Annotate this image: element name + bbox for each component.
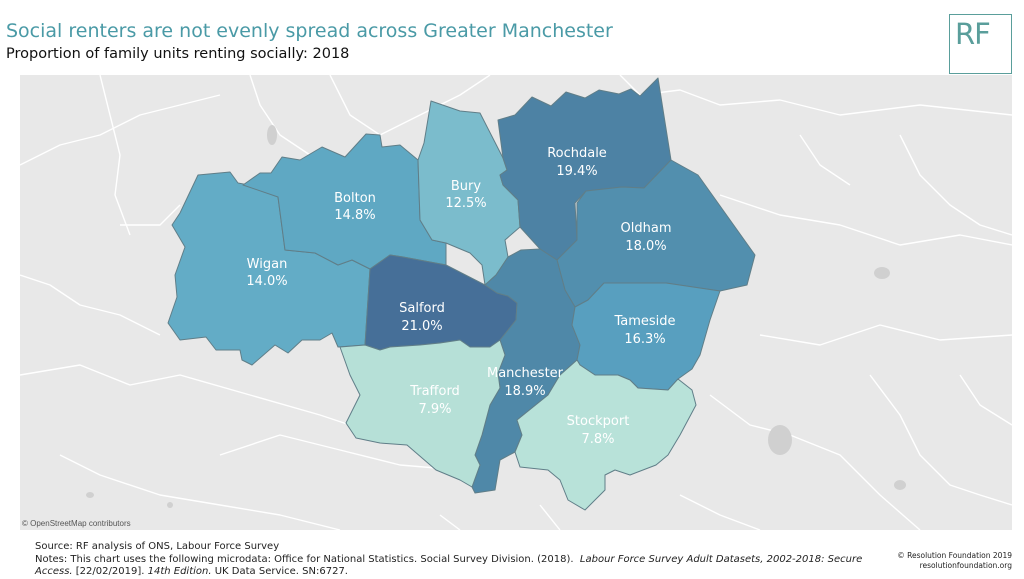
label-rochdale-value: 19.4% [556,164,597,179]
label-wigan-name: Wigan [247,257,288,272]
label-stockport-name: Stockport [567,414,630,429]
copyright-text: © Resolution Foundation 2019 [897,551,1012,560]
label-bury-name: Bury [451,179,482,194]
notes-date: [22/02/2019]. [75,566,145,577]
notes-line: Notes: This chart uses the following mic… [35,554,895,579]
label-bolton-name: Bolton [334,191,376,206]
label-oldham-name: Oldham [621,221,672,236]
source-line: Source: RF analysis of ONS, Labour Force… [35,541,280,552]
region-labels: Bolton 14.8% Bury 12.5% Rochdale 19.4% O… [246,146,675,447]
region-trafford[interactable] [339,339,506,488]
label-salford-value: 21.0% [401,319,442,334]
label-stockport-value: 7.8% [581,432,614,447]
notes-edition: 14th Edition. [147,566,212,577]
copyright-block: © Resolution Foundation 2019 resolutionf… [897,551,1012,571]
label-bury-value: 12.5% [445,196,486,211]
label-wigan-value: 14.0% [246,274,287,289]
notes-prefix: Notes: This chart uses the following mic… [35,553,574,565]
boroughs [167,77,756,511]
label-manchester-value: 18.9% [504,384,545,399]
map-svg: Bolton 14.8% Bury 12.5% Rochdale 19.4% O… [20,75,1012,530]
notes-title: Labour Force Survey Adult Datasets, 2002… [35,553,863,578]
region-stockport[interactable] [514,359,697,511]
label-tameside-value: 16.3% [624,332,665,347]
region-manchester[interactable] [471,248,581,494]
label-salford-name: Salford [399,301,445,316]
label-rochdale-name: Rochdale [547,146,607,161]
rf-logo: RF [949,14,1012,74]
chart-subtitle: Proportion of family units renting socia… [6,46,350,62]
background-roads [20,75,1012,530]
map-attribution[interactable]: © OpenStreetMap contributors [22,519,131,528]
label-trafford-name: Trafford [409,384,460,399]
label-tameside-name: Tameside [613,314,675,329]
label-bolton-value: 14.8% [334,208,375,223]
label-manchester-name: Manchester [487,366,564,381]
label-oldham-value: 18.0% [625,239,666,254]
chart-title: Social renters are not evenly spread acr… [6,20,613,42]
footer-notes: Source: RF analysis of ONS, Labour Force… [35,541,895,579]
map-canvas[interactable]: Bolton 14.8% Bury 12.5% Rochdale 19.4% O… [20,75,1012,530]
website-text: resolutionfoundation.org [919,561,1012,570]
notes-suffix: UK Data Service. SN:6727. [214,566,348,577]
label-trafford-value: 7.9% [418,402,451,417]
logo-text: RF [955,17,991,51]
